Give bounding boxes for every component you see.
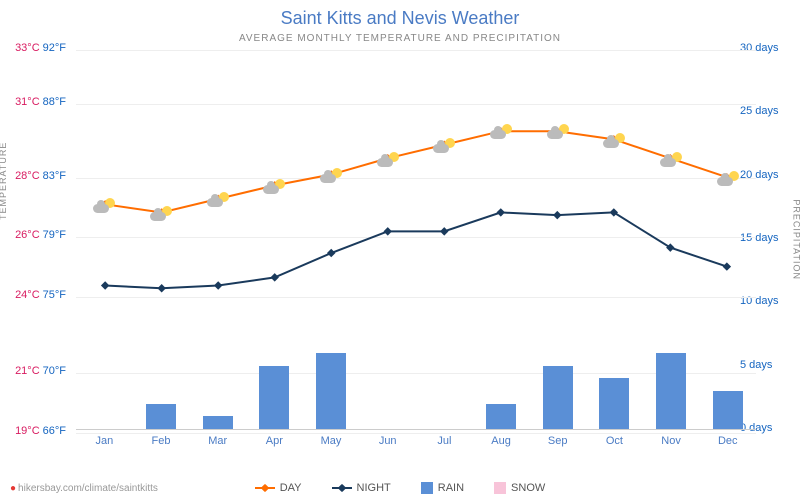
y-tick-left: 21°C70°F <box>15 365 66 377</box>
source-url: ●hikersbay.com/climate/saintkitts <box>10 483 158 494</box>
x-label: Nov <box>643 435 700 447</box>
legend-snow-label: SNOW <box>511 482 545 494</box>
y-axis-left: 33°C92°F31°C88°F28°C83°F26°C79°F24°C75°F… <box>10 48 66 428</box>
night-marker <box>214 281 222 289</box>
sun-cloud-icon <box>320 167 342 183</box>
sun-cloud-icon <box>433 137 455 153</box>
night-marker <box>101 281 109 289</box>
sun-cloud-icon <box>150 205 172 221</box>
x-label: Mar <box>189 435 246 447</box>
pin-icon: ● <box>10 483 16 494</box>
sun-cloud-icon <box>377 151 399 167</box>
x-label: Jul <box>416 435 473 447</box>
y-tick-left: 19°C66°F <box>15 425 66 437</box>
legend-night-label: NIGHT <box>357 482 391 494</box>
y-tick-left: 24°C75°F <box>15 289 66 301</box>
night-marker <box>384 227 392 235</box>
day-line <box>105 131 727 212</box>
sun-cloud-icon <box>717 170 739 186</box>
legend-rain-label: RAIN <box>438 482 464 494</box>
y-tick-left: 33°C92°F <box>15 42 66 54</box>
legend-night: NIGHT <box>332 482 391 494</box>
sun-cloud-icon <box>660 151 682 167</box>
legend-snow: SNOW <box>494 482 545 494</box>
night-marker <box>157 284 165 292</box>
snow-swatch <box>494 482 506 494</box>
x-label: Aug <box>473 435 530 447</box>
night-marker <box>553 211 561 219</box>
x-label: Feb <box>133 435 190 447</box>
sun-cloud-icon <box>263 178 285 194</box>
sun-cloud-icon <box>547 123 569 139</box>
sun-cloud-icon <box>93 197 115 213</box>
night-marker <box>723 262 731 270</box>
legend-rain: RAIN <box>421 482 464 494</box>
day-swatch <box>255 487 275 489</box>
x-label: May <box>303 435 360 447</box>
weather-chart: Saint Kitts and Nevis Weather AVERAGE MO… <box>0 0 800 500</box>
night-marker <box>327 249 335 257</box>
night-line <box>105 212 727 288</box>
x-label: Sep <box>529 435 586 447</box>
x-label: Apr <box>246 435 303 447</box>
y-tick-left: 31°C88°F <box>15 96 66 108</box>
sun-cloud-icon <box>603 132 625 148</box>
y-tick-left: 26°C79°F <box>15 229 66 241</box>
axis-label-precipitation: PRECIPITATION <box>792 199 800 280</box>
x-label: Jun <box>359 435 416 447</box>
chart-subtitle: AVERAGE MONTHLY TEMPERATURE AND PRECIPIT… <box>8 33 792 44</box>
legend-day-label: DAY <box>280 482 302 494</box>
plot-area: JanFebMarAprMayJunJulAugSepOctNovDec <box>76 50 756 430</box>
axis-label-temperature: TEMPERATURE <box>0 142 8 220</box>
x-label: Oct <box>586 435 643 447</box>
night-marker <box>270 273 278 281</box>
x-label: Jan <box>76 435 133 447</box>
x-label: Dec <box>699 435 756 447</box>
chart-title: Saint Kitts and Nevis Weather <box>8 8 792 29</box>
night-marker <box>497 208 505 216</box>
legend-day: DAY <box>255 482 302 494</box>
rain-swatch <box>421 482 433 494</box>
line-plot <box>76 50 756 429</box>
sun-cloud-icon <box>490 123 512 139</box>
night-swatch <box>332 487 352 489</box>
sun-cloud-icon <box>207 191 229 207</box>
x-axis-labels: JanFebMarAprMayJunJulAugSepOctNovDec <box>76 435 756 447</box>
grid-line <box>76 433 756 434</box>
y-tick-left: 28°C83°F <box>15 170 66 182</box>
night-marker <box>440 227 448 235</box>
